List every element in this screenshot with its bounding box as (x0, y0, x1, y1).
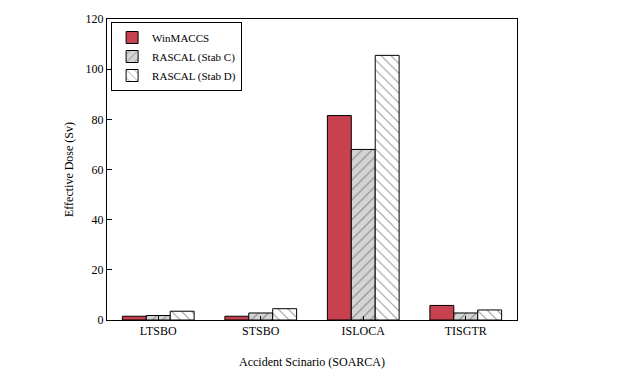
svg-text:Accident Scinario (SOARCA): Accident Scinario (SOARCA) (239, 355, 385, 369)
svg-text:ISLOCA: ISLOCA (342, 324, 386, 338)
svg-text:STSBO: STSBO (242, 324, 280, 338)
svg-text:100: 100 (86, 62, 104, 76)
svg-text:80: 80 (92, 113, 104, 127)
svg-text:Effective Dose (Sv): Effective Dose (Sv) (62, 122, 76, 217)
svg-text:WinMACCS: WinMACCS (152, 32, 209, 44)
svg-text:RASCAL (Stab D): RASCAL (Stab D) (152, 70, 236, 83)
svg-text:0: 0 (98, 313, 104, 327)
svg-text:LTSBO: LTSBO (140, 324, 177, 338)
svg-text:20: 20 (92, 263, 104, 277)
svg-text:TISGTR: TISGTR (445, 324, 487, 338)
svg-text:60: 60 (92, 163, 104, 177)
svg-text:40: 40 (92, 213, 104, 227)
svg-text:120: 120 (86, 12, 104, 26)
svg-text:RASCAL (Stab C): RASCAL (Stab C) (152, 51, 235, 64)
